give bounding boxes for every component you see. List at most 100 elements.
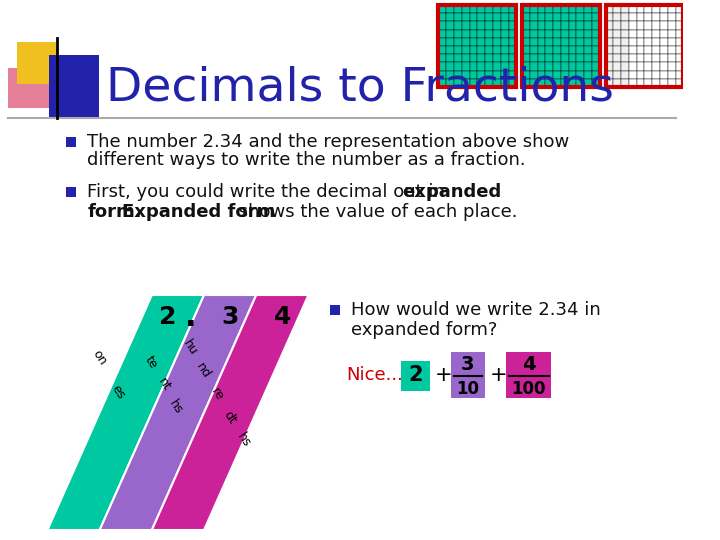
Bar xyxy=(469,46,477,54)
Text: hs: hs xyxy=(167,398,186,417)
Bar xyxy=(652,38,660,46)
Bar xyxy=(621,79,629,87)
Bar xyxy=(675,38,683,46)
Bar xyxy=(629,22,636,30)
Bar xyxy=(485,71,493,79)
Bar xyxy=(462,63,469,71)
Bar xyxy=(606,38,613,46)
Bar xyxy=(438,30,446,38)
Bar xyxy=(462,71,469,79)
Bar xyxy=(584,22,592,30)
Bar xyxy=(667,30,675,38)
Bar xyxy=(636,63,644,71)
Bar xyxy=(538,71,545,79)
Text: Expanded form: Expanded form xyxy=(122,203,276,221)
Text: te: te xyxy=(143,354,161,372)
Text: +: + xyxy=(490,365,508,385)
Bar xyxy=(613,38,621,46)
Bar xyxy=(553,13,561,22)
Bar xyxy=(652,46,660,54)
Bar xyxy=(644,54,652,63)
Bar xyxy=(454,79,462,87)
Bar xyxy=(584,13,592,22)
Bar xyxy=(538,46,545,54)
Bar xyxy=(66,137,76,147)
Bar xyxy=(569,71,577,79)
Text: 4: 4 xyxy=(522,355,536,375)
Bar xyxy=(469,38,477,46)
Text: expanded: expanded xyxy=(402,183,502,201)
Bar xyxy=(660,5,667,13)
Bar xyxy=(675,46,683,54)
Bar xyxy=(508,71,516,79)
Bar xyxy=(606,30,613,38)
Bar xyxy=(667,22,675,30)
Bar xyxy=(530,63,538,71)
Bar xyxy=(545,63,553,71)
Bar xyxy=(561,22,569,30)
Bar xyxy=(569,38,577,46)
Bar xyxy=(508,54,516,63)
Bar xyxy=(636,38,644,46)
Bar xyxy=(522,5,530,13)
Bar xyxy=(561,5,569,13)
Bar xyxy=(477,79,485,87)
Bar xyxy=(629,5,636,13)
Bar xyxy=(644,46,652,54)
Bar xyxy=(462,38,469,46)
Bar xyxy=(538,22,545,30)
Bar xyxy=(636,71,644,79)
Bar xyxy=(660,79,667,87)
Bar xyxy=(530,54,538,63)
Bar xyxy=(438,22,446,30)
Bar xyxy=(469,79,477,87)
Bar xyxy=(454,38,462,46)
Bar xyxy=(17,42,57,84)
Bar xyxy=(454,22,462,30)
Bar xyxy=(667,38,675,46)
Bar xyxy=(592,22,600,30)
Bar xyxy=(577,63,584,71)
Bar xyxy=(506,352,552,398)
Bar xyxy=(477,30,485,38)
Text: nt: nt xyxy=(156,376,174,393)
Bar xyxy=(500,30,508,38)
Bar xyxy=(477,71,485,79)
Bar xyxy=(636,13,644,22)
Bar xyxy=(584,46,592,54)
Bar xyxy=(592,13,600,22)
Bar xyxy=(561,54,569,63)
Bar xyxy=(606,79,613,87)
Text: The number 2.34 and the representation above show: The number 2.34 and the representation a… xyxy=(87,133,570,151)
Text: 4: 4 xyxy=(274,305,291,329)
Bar xyxy=(485,5,493,13)
Bar xyxy=(621,63,629,71)
Bar xyxy=(652,30,660,38)
Bar xyxy=(493,13,500,22)
Bar xyxy=(462,46,469,54)
Bar xyxy=(629,30,636,38)
Bar xyxy=(530,5,538,13)
Bar xyxy=(446,79,454,87)
Bar xyxy=(446,38,454,46)
Bar xyxy=(606,63,613,71)
Bar xyxy=(522,63,530,71)
Bar xyxy=(569,46,577,54)
Text: 3: 3 xyxy=(222,305,239,329)
Bar xyxy=(500,22,508,30)
Bar xyxy=(577,5,584,13)
Bar xyxy=(613,79,621,87)
Bar xyxy=(438,54,446,63)
Bar xyxy=(667,71,675,79)
Bar xyxy=(675,54,683,63)
Bar xyxy=(553,79,561,87)
Bar xyxy=(500,63,508,71)
Bar xyxy=(577,38,584,46)
Bar xyxy=(493,38,500,46)
Bar xyxy=(485,22,493,30)
Bar xyxy=(675,13,683,22)
Bar xyxy=(652,13,660,22)
Bar xyxy=(522,30,530,38)
Bar xyxy=(454,71,462,79)
Bar xyxy=(438,5,446,13)
